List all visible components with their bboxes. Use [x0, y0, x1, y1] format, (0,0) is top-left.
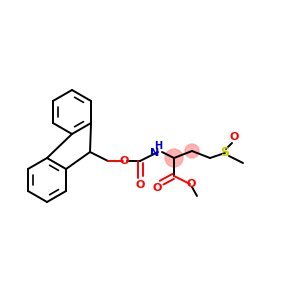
Circle shape: [165, 149, 183, 167]
Text: H: H: [154, 141, 162, 151]
Text: O: O: [135, 180, 145, 190]
Text: O: O: [152, 183, 162, 193]
Text: O: O: [119, 156, 129, 166]
Text: O: O: [229, 132, 239, 142]
Text: N: N: [150, 148, 160, 158]
Text: S: S: [220, 146, 230, 160]
Text: O: O: [186, 179, 196, 189]
Circle shape: [185, 144, 199, 158]
